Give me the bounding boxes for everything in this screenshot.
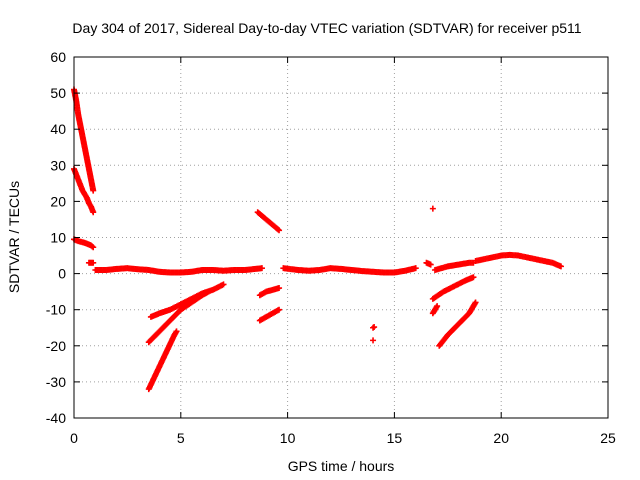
y-axis-title: SDTVAR / TECUs [6, 181, 22, 293]
data-point [371, 324, 378, 331]
data-point [89, 243, 96, 250]
y-tick-label: 50 [50, 85, 66, 101]
data-point [173, 328, 180, 335]
y-tick-label: -20 [46, 338, 66, 354]
data-point [558, 263, 565, 270]
chart-title: Day 304 of 2017, Sidereal Day-to-day VTE… [72, 20, 581, 36]
y-tick-label: 30 [50, 157, 66, 173]
x-tick-label: 0 [70, 430, 78, 446]
x-tick-label: 20 [493, 430, 509, 446]
data-point [427, 261, 434, 268]
data-point [276, 285, 283, 292]
x-tick-label: 15 [387, 430, 403, 446]
data-point [412, 265, 419, 272]
data-point [276, 306, 283, 313]
x-tick-label: 5 [177, 430, 185, 446]
data-point [429, 205, 436, 212]
data-point [370, 337, 377, 344]
y-tick-label: -30 [46, 374, 66, 390]
x-tick-label: 10 [280, 430, 296, 446]
axis-ticks: 0 5 10 15 20 25 -40 -30 -20 -10 0 10 20 30 40 50 60 [46, 49, 616, 446]
data-point [470, 274, 477, 281]
data-point [472, 299, 479, 306]
y-tick-label: -40 [46, 410, 66, 426]
y-tick-label: 20 [50, 193, 66, 209]
data-points [71, 86, 565, 393]
data-point [276, 227, 283, 234]
x-tick-label: 25 [600, 430, 616, 446]
data-point [90, 209, 97, 216]
x-axis-title: GPS time / hours [288, 458, 395, 474]
data-point [434, 303, 441, 310]
y-tick-label: 60 [50, 49, 66, 65]
data-point [220, 281, 227, 288]
data-point [258, 265, 265, 272]
y-tick-label: -10 [46, 302, 66, 318]
grid-lines [74, 57, 608, 418]
data-point [90, 259, 97, 266]
data-point [274, 226, 281, 233]
data-point [205, 288, 212, 295]
y-tick-label: 0 [58, 266, 66, 282]
y-tick-label: 10 [50, 230, 66, 246]
data-point [90, 187, 97, 194]
y-tick-label: 40 [50, 121, 66, 137]
data-point [90, 244, 97, 251]
